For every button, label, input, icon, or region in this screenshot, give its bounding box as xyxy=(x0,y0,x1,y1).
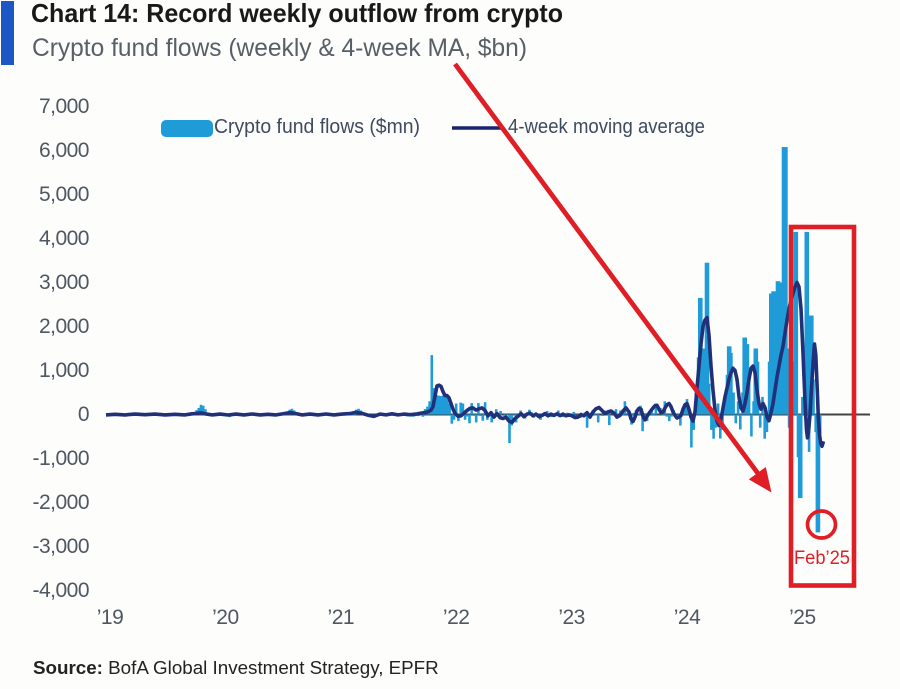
svg-text:’19: ’19 xyxy=(97,606,124,629)
svg-text:Crypto fund flows (weekly & 4-: Crypto fund flows (weekly & 4-week MA, $… xyxy=(32,34,527,62)
svg-text:Chart 14: Record weekly outflo: Chart 14: Record weekly outflow from cry… xyxy=(31,0,563,28)
svg-text:Source: BofA Global Investment: Source: BofA Global Investment Strategy,… xyxy=(33,657,439,678)
svg-text:Feb’25: Feb’25 xyxy=(794,548,850,569)
svg-text:5,000: 5,000 xyxy=(39,183,89,206)
svg-text:’20: ’20 xyxy=(212,606,239,629)
svg-text:3,000: 3,000 xyxy=(39,271,89,294)
svg-text:-2,000: -2,000 xyxy=(32,491,89,514)
svg-text:-3,000: -3,000 xyxy=(32,535,89,558)
svg-text:4,000: 4,000 xyxy=(39,227,89,250)
svg-text:4-week moving average: 4-week moving average xyxy=(508,116,705,138)
svg-text:’24: ’24 xyxy=(674,606,701,629)
svg-text:Crypto fund flows ($mn): Crypto fund flows ($mn) xyxy=(214,116,420,138)
svg-text:-1,000: -1,000 xyxy=(32,447,89,470)
svg-text:’25: ’25 xyxy=(789,606,816,629)
svg-text:6,000: 6,000 xyxy=(39,139,89,162)
svg-text:7,000: 7,000 xyxy=(39,95,89,118)
svg-text:0: 0 xyxy=(78,403,89,426)
svg-text:-4,000: -4,000 xyxy=(32,579,89,602)
svg-text:2,000: 2,000 xyxy=(39,315,89,338)
svg-text:’23: ’23 xyxy=(558,606,585,629)
svg-text:’22: ’22 xyxy=(443,606,470,629)
svg-text:1,000: 1,000 xyxy=(39,359,89,382)
svg-text:’21: ’21 xyxy=(328,606,355,629)
